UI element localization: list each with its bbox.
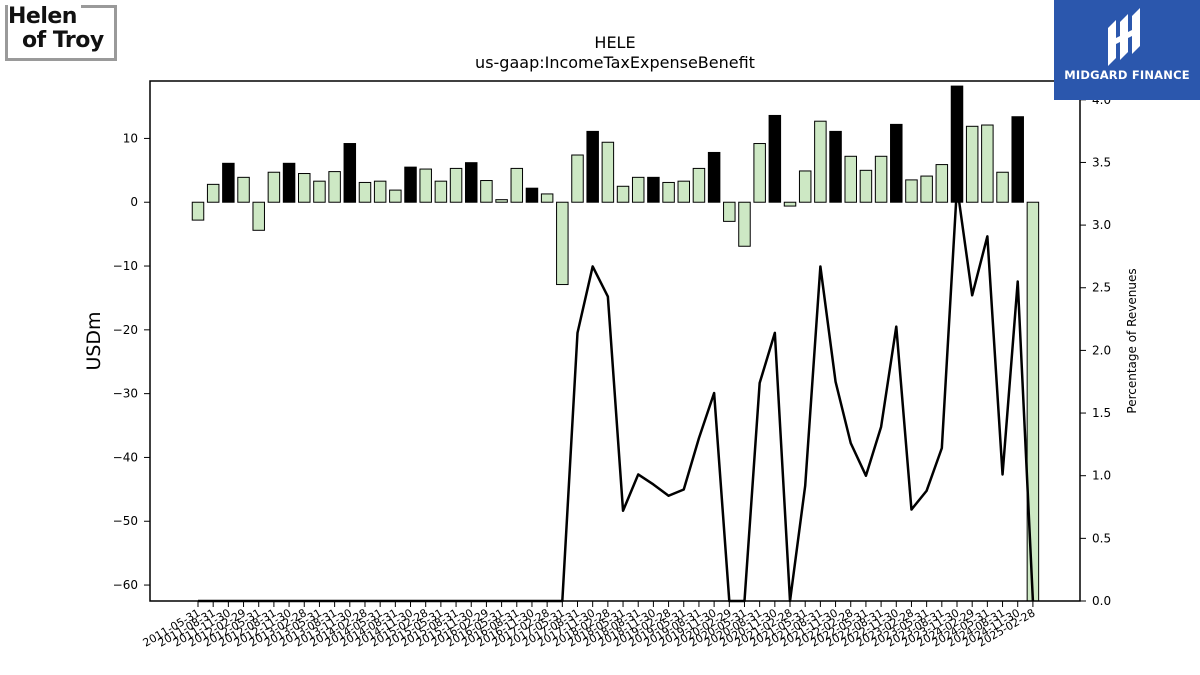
bar (981, 124, 994, 203)
bar (662, 181, 675, 203)
bar (874, 155, 888, 203)
bar (905, 179, 918, 203)
y-axis-label: USDm (83, 311, 105, 370)
y-tick-label: 0 (130, 195, 138, 209)
bar (753, 143, 766, 203)
bar (1011, 116, 1024, 203)
bar (191, 201, 205, 221)
bar (692, 167, 706, 203)
bar (677, 180, 691, 203)
y2-tick-label: 3.5 (1092, 155, 1111, 169)
y2-tick-label: 0.5 (1092, 531, 1111, 545)
y-tick-label: −50 (113, 514, 138, 528)
bar (950, 85, 964, 203)
bar (540, 193, 554, 203)
bar (495, 199, 508, 203)
bar (434, 180, 448, 203)
bar (723, 201, 736, 222)
bar (586, 130, 599, 203)
bar (707, 151, 721, 203)
bar (525, 187, 539, 203)
bar (996, 171, 1009, 203)
bar (449, 167, 463, 203)
plot-frame (149, 80, 1081, 602)
midgard-finance-logo: MIDGARD FINANCE (1054, 0, 1200, 100)
bar (616, 185, 630, 203)
chart-title: HELE (594, 33, 635, 52)
bar (373, 180, 387, 203)
y2-tick-label: 1.5 (1092, 406, 1111, 420)
y2-tick-label: 0.0 (1092, 594, 1111, 608)
bar (313, 180, 326, 203)
logo-right-brand: MIDGARD FINANCE (1064, 68, 1190, 82)
bar (298, 173, 311, 203)
x-axis: 2011-05-312011-08-312011-11-302012-02-29… (141, 601, 1037, 650)
bar (328, 171, 341, 203)
bar (358, 181, 372, 203)
logo-left-line1: Helen (8, 4, 81, 29)
y-tick-label: −10 (113, 259, 138, 273)
line-group (198, 185, 1035, 603)
bar (783, 201, 797, 207)
series-line (198, 185, 1035, 603)
y2-tick-label: 1.0 (1092, 469, 1111, 483)
bar (920, 175, 933, 203)
y-tick-label: −20 (113, 323, 138, 337)
bar (859, 169, 873, 203)
midgard-emblem-icon (1108, 8, 1140, 66)
y-tick-label: −60 (113, 578, 138, 592)
bar (647, 176, 660, 203)
bar (601, 141, 615, 203)
bar (768, 114, 782, 203)
bar (571, 154, 584, 203)
y2-tick-label: 2.0 (1092, 343, 1111, 357)
bar (404, 166, 417, 203)
bar (206, 183, 220, 203)
bar (556, 201, 569, 286)
bar (464, 162, 478, 203)
bar (814, 120, 827, 203)
y2-tick-label: 2.5 (1092, 281, 1111, 295)
bar (419, 168, 432, 203)
bar (965, 125, 979, 203)
bar (510, 167, 524, 203)
bar (480, 180, 493, 203)
bar (252, 201, 265, 231)
bar (237, 176, 250, 203)
y-axis-right: 0.00.51.01.52.02.53.03.54.0 (1080, 93, 1111, 608)
bar (631, 176, 645, 203)
bar (282, 162, 296, 203)
y-tick-label: −30 (113, 387, 138, 401)
bar (798, 170, 812, 203)
helen-of-troy-logo: Helen of Troy (5, 4, 117, 61)
bar (844, 155, 857, 203)
bar (267, 171, 281, 203)
y-axis-left: 10 0 −10 −20 −30 −40 −50 −60 (113, 131, 150, 592)
bars-group (191, 85, 1040, 602)
y-tick-label: 10 (123, 131, 138, 145)
bar (222, 162, 235, 203)
bar (738, 201, 751, 247)
bar (343, 143, 357, 203)
y-tick-label: −40 (113, 450, 138, 464)
bar (829, 130, 842, 203)
y2-tick-label: 3.0 (1092, 218, 1111, 232)
logo-left-line2: of Troy (22, 28, 104, 53)
y2-axis-label: Percentage of Revenues (1125, 268, 1139, 413)
bar (935, 164, 949, 203)
chart-subtitle: us-gaap:IncomeTaxExpenseBenefit (475, 53, 755, 72)
bar (389, 189, 402, 203)
bar (890, 123, 903, 203)
